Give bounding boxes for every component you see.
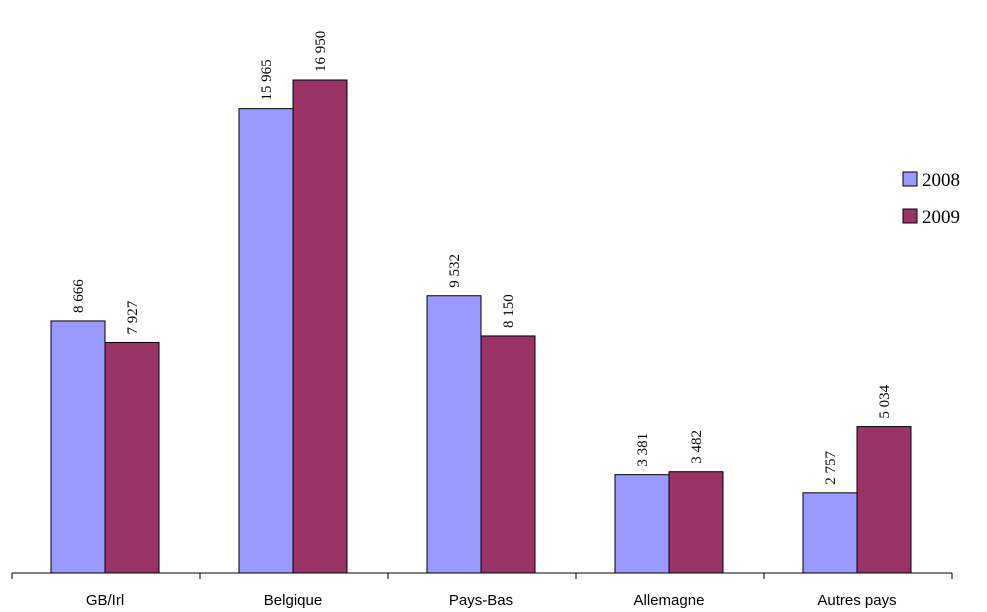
data-label-2009-allemagne: 3 482: [689, 430, 705, 464]
legend-label-2008: 2008: [922, 170, 960, 191]
bar-2008-pays-bas: [426, 295, 482, 574]
bar-2009-gb-irl: [104, 341, 160, 574]
bar-2008-gb-irl: [50, 320, 106, 574]
data-label-2008-autres-pays: 2 757: [823, 451, 839, 485]
category-label-belgique: Belgique: [264, 592, 322, 609]
legend-swatch-2009: [902, 208, 918, 224]
legend-label-2009: 2009: [922, 207, 960, 228]
bar-2008-allemagne: [614, 474, 670, 574]
data-labels-group: 8 666 7 927 15 965 16 950 9 532 8 150 3 381 3 4…: [71, 31, 893, 485]
data-label-2008-gb-irl: 8 666: [71, 279, 87, 313]
bar-2008-autres-pays: [802, 492, 858, 574]
data-label-2009-belgique: 16 950: [313, 31, 329, 72]
bars-group: [50, 79, 912, 574]
x-axis: [11, 572, 953, 579]
bar-2009-belgique: [292, 79, 348, 574]
data-label-2008-belgique: 15 965: [259, 59, 275, 100]
data-label-2009-pays-bas: 8 150: [501, 294, 517, 328]
category-labels-group: GB/Irl Belgique Pays-Bas Allemagne Autres pa…: [86, 592, 897, 609]
bar-2009-pays-bas: [480, 335, 536, 574]
legend: 2008 2009: [902, 170, 960, 228]
category-label-pays-bas: Pays-Bas: [449, 592, 513, 609]
category-label-gb-irl: GB/Irl: [86, 592, 124, 609]
data-label-2008-pays-bas: 9 532: [447, 254, 463, 288]
bar-2009-autres-pays: [856, 426, 912, 574]
bar-2009-allemagne: [668, 471, 724, 574]
category-label-allemagne: Allemagne: [634, 592, 705, 609]
data-label-2009-autres-pays: 5 034: [877, 384, 893, 418]
bar-2008-belgique: [238, 108, 294, 574]
data-label-2008-allemagne: 3 381: [635, 433, 651, 467]
data-label-2009-gb-irl: 7 927: [125, 300, 141, 334]
category-label-autres-pays: Autres pays: [817, 592, 896, 609]
legend-swatch-2008: [902, 171, 918, 187]
